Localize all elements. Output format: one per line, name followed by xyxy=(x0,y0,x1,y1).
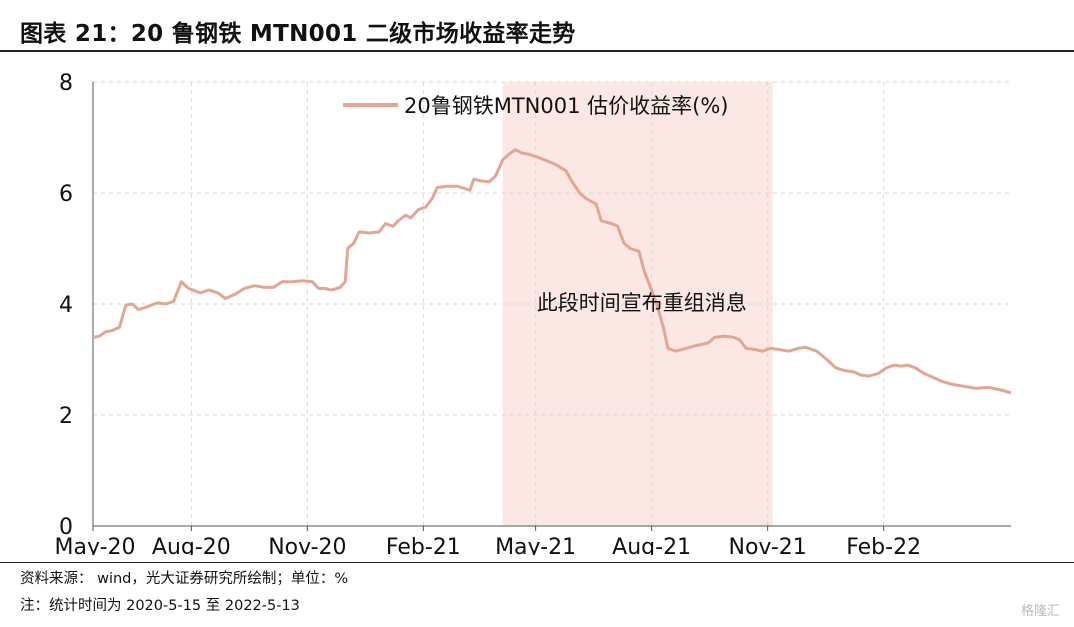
yield-series-line xyxy=(92,148,1012,395)
shaded-region-label: 此段时间宣布重组消息 xyxy=(537,291,747,315)
x-tick-label: May-20 xyxy=(54,535,135,555)
title-divider xyxy=(0,50,1074,52)
yield-line-chart: 0 2 4 6 8 May-20 Aug-20 Nov-20 Feb-21 May-21 Aug-2… xyxy=(54,71,1012,555)
footer-divider xyxy=(0,562,1074,563)
x-tick-label: Feb-21 xyxy=(386,535,461,555)
x-tick-label: Aug-20 xyxy=(152,535,231,555)
y-tick-label: 4 xyxy=(59,293,73,318)
x-tick-label: Feb-22 xyxy=(846,535,921,555)
y-tick-label: 0 xyxy=(59,515,73,540)
y-tick-label: 8 xyxy=(59,71,73,96)
x-tick-label: May-21 xyxy=(495,535,576,555)
x-tick-label: Aug-21 xyxy=(612,535,691,555)
y-tick-label: 2 xyxy=(59,404,73,429)
watermark-logo: 格隆汇 xyxy=(1020,604,1060,619)
y-tick-label: 6 xyxy=(59,182,73,207)
x-tick-label: Nov-20 xyxy=(268,535,346,555)
legend-label: 20鲁钢铁MTN001 估价收益率(%) xyxy=(404,94,728,118)
x-tick-label: Nov-21 xyxy=(728,535,806,555)
source-note: 资料来源： wind，光大证券研究所绘制；单位：% xyxy=(20,571,349,587)
period-note: 注：统计时间为 2020-5-15 至 2022-5-13 xyxy=(20,598,300,614)
chart-title: 图表 21：20 鲁钢铁 MTN001 二级市场收益率走势 xyxy=(20,21,576,47)
